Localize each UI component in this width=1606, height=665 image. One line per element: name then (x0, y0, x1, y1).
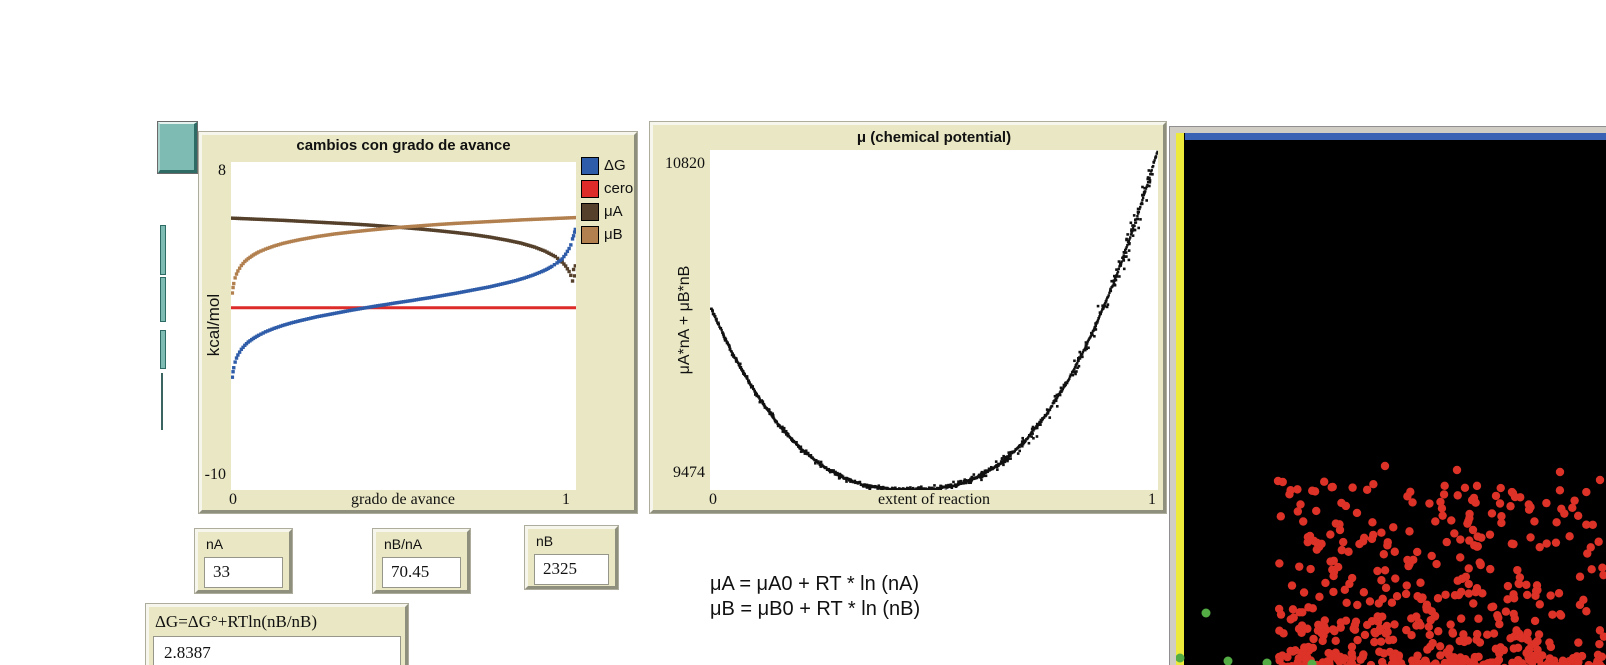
monitor-nb-na-field[interactable]: 70.45 (382, 557, 461, 588)
legend-label-mu-a: μA (604, 203, 623, 220)
plot-mu-ymin-tick: 9474 (673, 464, 705, 481)
legend-label-mu-b: μB (604, 226, 623, 243)
plot-cambios-area (231, 162, 576, 490)
legend-swatch-mu-a (581, 202, 599, 221)
plot-mu-canvas (710, 150, 1158, 490)
plot-cambios-ylabel: kcal/mol (204, 293, 223, 357)
legend-item-cero: cero (581, 179, 634, 198)
equation-mu-a: μA = μA0 + RT * ln (nA) (710, 573, 920, 595)
monitor-nb-label: nB (536, 533, 554, 549)
monitor-delta-g-value: 2.8387 (164, 643, 211, 662)
plot-cambios-xlabel: grado de avance (351, 491, 455, 508)
monitor-na-label: nA (206, 536, 224, 552)
world-view (1176, 133, 1606, 665)
toolbar-button-partial[interactable] (158, 122, 197, 173)
plot-mu-title: μ (chemical potential) (856, 129, 1012, 146)
monitor-na: nA 33 (195, 529, 292, 593)
plot-cambios-ymax-tick: 8 (218, 162, 226, 179)
widget-edge-partial-4[interactable] (161, 373, 163, 430)
monitor-na-field[interactable]: 33 (204, 557, 283, 588)
monitor-delta-g-field[interactable]: 2.8387 (153, 636, 401, 665)
plot-cambios-canvas (231, 215, 576, 379)
plot-mu-xmin-tick: 0 (709, 491, 717, 508)
plot-cambios-xmax-tick: 1 (562, 491, 570, 508)
legend-label-dg: ΔG (604, 157, 626, 174)
monitor-nb-na: nB/nA 70.45 (373, 529, 470, 593)
monitor-delta-g: ΔG=ΔG°+RTln(nB/nB) 2.8387 (146, 604, 408, 665)
legend-swatch-mu-b (581, 225, 599, 244)
monitor-delta-g-label: ΔG=ΔG°+RTln(nB/nB) (155, 612, 318, 631)
plot-cambios-ymin-tick: -10 (204, 466, 226, 483)
legend-item-mu-b: μB (581, 225, 623, 244)
legend-label-cero: cero (604, 180, 634, 197)
slider-edge-partial-3[interactable] (160, 330, 166, 369)
slider-edge-partial-2[interactable] (160, 277, 166, 322)
legend-item-mu-a: μA (581, 202, 623, 221)
equation-mu-b: μB = μB0 + RT * ln (nB) (710, 598, 921, 620)
monitor-nb-value: 2325 (543, 559, 577, 578)
equations-block: μA = μA0 + RT * ln (nA) μB = μB0 + RT * … (710, 572, 920, 622)
plot-mu-xlabel: extent of reaction (878, 491, 990, 508)
plot-mu-ymax-tick: 10820 (665, 155, 705, 172)
plot-mu-ylabel: μA*nA + μB*nB (676, 265, 693, 375)
monitor-na-value: 33 (213, 562, 230, 581)
slider-edge-partial-1[interactable] (160, 225, 166, 275)
monitor-nb-na-value: 70.45 (391, 562, 430, 581)
plot-cambios-title: cambios con grado de avance (296, 137, 511, 154)
plot-cambios-xmin-tick: 0 (229, 491, 237, 508)
legend-item-dg: ΔG (581, 156, 626, 175)
legend-swatch-dg (581, 156, 599, 175)
monitor-nb-na-label: nB/nA (384, 536, 423, 552)
monitor-nb: nB 2325 (525, 526, 618, 589)
monitor-nb-field[interactable]: 2325 (534, 554, 609, 585)
plot-mu-xmax-tick: 1 (1148, 491, 1156, 508)
legend-swatch-cero (581, 179, 599, 198)
